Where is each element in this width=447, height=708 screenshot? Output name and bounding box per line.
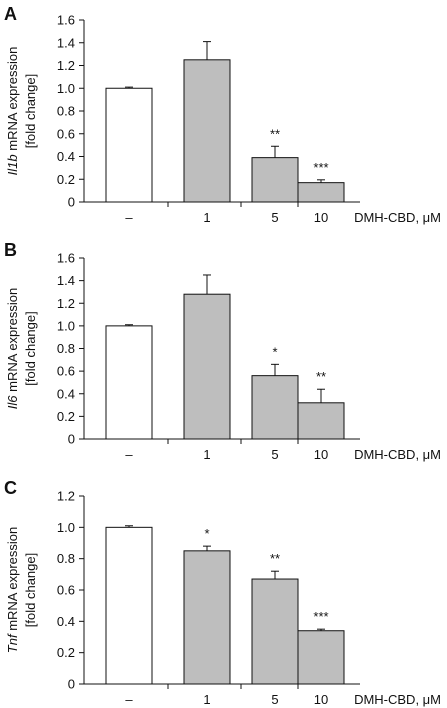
significance-label: * — [272, 344, 277, 359]
x-axis-label: DMH-CBD, μM — [354, 447, 441, 462]
bar — [251, 375, 299, 440]
y-tick-label: 0.6 — [57, 126, 75, 141]
y-tick-label: 0.8 — [57, 341, 75, 356]
panel-letter: B — [4, 240, 17, 260]
y-tick-label: 0 — [68, 432, 75, 447]
significance-label: ** — [270, 551, 280, 566]
category-label: 5 — [271, 692, 278, 707]
category-label: 1 — [203, 692, 210, 707]
y-tick-label: 0 — [68, 195, 75, 210]
y-axis-label-line2: [fold change] — [23, 311, 38, 385]
significance-label: ** — [316, 369, 326, 384]
significance-label: ** — [270, 126, 280, 141]
significance-label: *** — [313, 609, 328, 624]
y-tick-label: 0.2 — [57, 409, 75, 424]
category-label: 10 — [314, 692, 328, 707]
bar — [297, 402, 345, 440]
y-axis-label: Tnf mRNA expression — [5, 527, 20, 653]
category-label: 1 — [203, 447, 210, 462]
y-tick-label: 0 — [68, 677, 75, 692]
x-axis-label: DMH-CBD, μM — [354, 692, 441, 707]
category-label: 5 — [271, 447, 278, 462]
y-axis-label: Il1b mRNA expression — [5, 47, 20, 176]
bar — [183, 550, 231, 685]
y-axis-label-text: mRNA expression — [5, 527, 20, 635]
panel-letter: A — [4, 4, 17, 24]
category-label: 10 — [314, 447, 328, 462]
significance-label: * — [204, 526, 209, 541]
bar — [251, 578, 299, 685]
gene-name: Il1b — [5, 154, 20, 175]
y-tick-label: 1.6 — [57, 251, 75, 266]
bar — [183, 59, 231, 203]
y-tick-label: 1.6 — [57, 13, 75, 28]
bar — [105, 526, 153, 685]
y-tick-label: 1.2 — [57, 58, 75, 73]
chart-panel-a: A 0 0.2 0.4 0.6 0.8 1.0 1.2 1.4 1.6 – 1 ** 5 *** 10 DMH-… — [4, 4, 441, 225]
bar — [105, 87, 153, 203]
category-label: – — [125, 692, 133, 707]
y-axis-label-line2: [fold change] — [23, 553, 38, 627]
category-label: 10 — [314, 210, 328, 225]
y-tick-label: 1.2 — [57, 489, 75, 504]
bar — [297, 182, 345, 203]
bar — [105, 325, 153, 440]
y-tick-label: 1.0 — [57, 318, 75, 333]
chart-panel-b: B 0 0.2 0.4 0.6 0.8 1.0 1.2 1.4 1.6 – 1 * 5 ** 10 DMH-CB… — [4, 240, 441, 462]
y-tick-label: 1.0 — [57, 520, 75, 535]
y-tick-label: 1.0 — [57, 81, 75, 96]
y-tick-label: 0.6 — [57, 583, 75, 598]
bar — [297, 630, 345, 685]
category-label: – — [125, 447, 133, 462]
y-tick-label: 0.8 — [57, 104, 75, 119]
y-tick-label: 0.4 — [57, 386, 75, 401]
y-axis-label: Il6 mRNA expression — [5, 288, 20, 409]
y-tick-label: 1.4 — [57, 35, 75, 50]
category-label: – — [125, 210, 133, 225]
y-tick-label: 0.6 — [57, 364, 75, 379]
y-axis-label-text: mRNA expression — [5, 47, 20, 155]
bar — [183, 293, 231, 440]
chart-panel-c: C 0 0.2 0.4 0.6 0.8 1.0 1.2 – * 1 ** 5 *** 10 DMH-CBD, … — [4, 478, 441, 707]
y-tick-label: 0.4 — [57, 614, 75, 629]
panel-letter: C — [4, 478, 17, 498]
y-tick-label: 0.2 — [57, 645, 75, 660]
y-tick-label: 0.4 — [57, 149, 75, 164]
y-axis-label-line2: [fold change] — [23, 74, 38, 148]
gene-name: Tnf — [5, 633, 20, 653]
y-tick-label: 0.2 — [57, 172, 75, 187]
significance-label: *** — [313, 160, 328, 175]
bar — [251, 157, 299, 203]
y-tick-label: 0.8 — [57, 551, 75, 566]
y-tick-label: 1.4 — [57, 273, 75, 288]
gene-name: Il6 — [5, 395, 20, 410]
x-axis-label: DMH-CBD, μM — [354, 210, 441, 225]
category-label: 5 — [271, 210, 278, 225]
y-tick-label: 1.2 — [57, 296, 75, 311]
y-axis-label-text: mRNA expression — [5, 288, 20, 396]
category-label: 1 — [203, 210, 210, 225]
